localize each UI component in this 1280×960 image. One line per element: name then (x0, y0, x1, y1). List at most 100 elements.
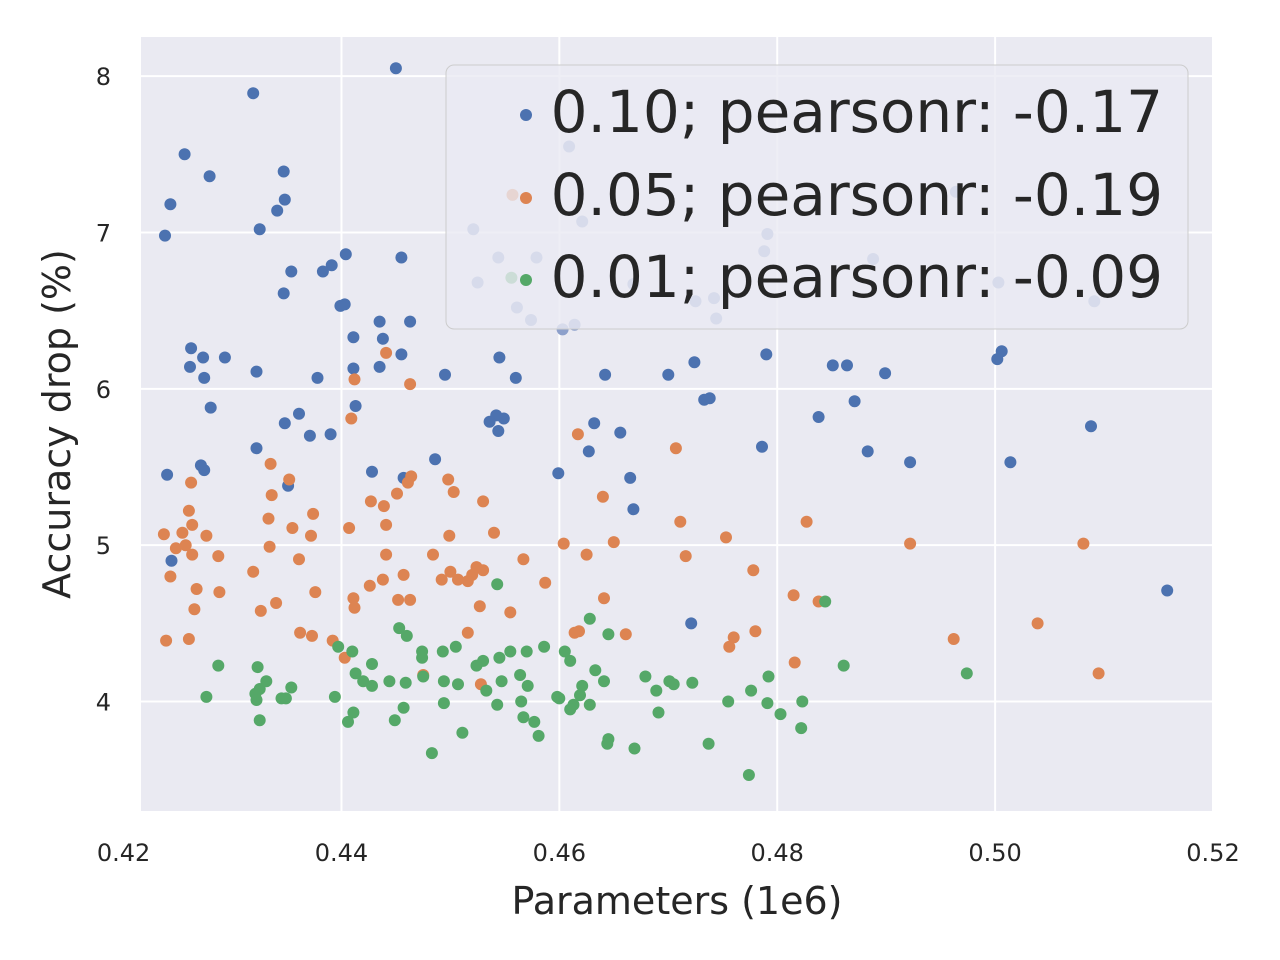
data-point-series-1 (283, 473, 296, 486)
legend: 0.10; pearsonr: -0.17 0.05; pearsonr: -0… (445, 64, 1189, 330)
data-point-series-0 (303, 429, 316, 442)
data-point-series-1 (442, 473, 455, 486)
data-point-series-1 (477, 564, 490, 577)
data-point-series-1 (596, 490, 609, 503)
data-point-series-0 (756, 440, 768, 453)
data-point-series-0 (1004, 456, 1017, 469)
data-point-series-0 (198, 464, 211, 477)
data-point-series-2 (639, 670, 652, 683)
data-point-series-2 (285, 681, 298, 694)
data-point-series-1 (461, 575, 474, 588)
data-point-series-1 (447, 486, 460, 498)
data-point-series-1 (488, 526, 500, 539)
data-point-series-0 (389, 62, 402, 75)
data-point-series-1 (749, 625, 762, 638)
data-point-series-0 (178, 148, 191, 161)
data-point-series-2 (796, 695, 809, 708)
data-point-series-1 (364, 495, 377, 508)
data-point-series-1 (306, 629, 318, 642)
data-point-series-0 (198, 371, 211, 384)
data-point-series-1 (477, 495, 490, 508)
data-point-series-2 (400, 629, 413, 642)
data-point-series-0 (688, 356, 701, 369)
data-point-series-0 (826, 359, 839, 372)
data-point-series-1 (169, 542, 182, 555)
data-point-series-1 (262, 512, 275, 525)
data-point-series-2 (393, 622, 406, 635)
data-point-series-1 (580, 548, 593, 561)
data-point-series-2 (437, 697, 450, 710)
data-point-series-2 (598, 675, 610, 688)
data-point-series-2 (652, 706, 665, 719)
data-point-series-1 (397, 568, 410, 581)
data-point-series-1 (186, 518, 199, 531)
data-point-series-2 (538, 640, 551, 653)
data-point-series-1 (164, 570, 177, 583)
x-tick-label: 0.46 (533, 839, 586, 867)
data-point-series-1 (404, 378, 417, 391)
data-point-series-1 (723, 640, 736, 653)
data-point-series-1 (182, 633, 195, 645)
data-point-series-1 (747, 564, 760, 577)
data-point-series-2 (574, 689, 586, 702)
data-point-series-2 (437, 675, 450, 688)
data-point-series-1 (1092, 667, 1105, 680)
data-point-series-0 (197, 351, 210, 364)
data-point-series-0 (271, 204, 284, 217)
data-point-series-1 (307, 507, 320, 520)
data-point-series-2 (366, 658, 378, 670)
data-point-series-2 (551, 690, 564, 703)
data-point-series-1 (376, 573, 389, 586)
data-point-series-0 (439, 368, 451, 381)
data-point-series-1 (182, 504, 195, 517)
data-point-series-2 (504, 645, 517, 658)
data-point-series-1 (607, 536, 620, 549)
data-point-series-0 (588, 417, 601, 430)
data-point-series-1 (286, 522, 299, 534)
data-point-series-1 (598, 592, 610, 605)
data-point-series-2 (528, 715, 541, 728)
data-point-series-2 (493, 651, 506, 664)
data-point-series-0 (165, 554, 178, 567)
data-point-series-1 (186, 548, 199, 561)
data-point-series-2 (583, 698, 596, 711)
data-point-series-0 (429, 453, 442, 466)
legend-marker-series-0 (520, 109, 532, 121)
data-point-series-1 (309, 586, 322, 599)
data-point-series-0 (483, 415, 496, 428)
legend-label-series-1: 0.05; pearsonr: -0.19 (551, 161, 1163, 229)
data-point-series-1 (294, 626, 307, 639)
data-point-series-1 (720, 531, 732, 544)
data-point-series-2 (602, 628, 615, 641)
data-point-series-1 (571, 428, 584, 441)
data-point-series-1 (435, 573, 448, 586)
data-point-series-1 (401, 476, 414, 489)
data-point-series-0 (812, 411, 825, 423)
data-point-series-1 (1031, 617, 1044, 630)
data-point-series-2 (397, 701, 410, 714)
data-point-series-0 (624, 471, 637, 484)
data-point-series-1 (213, 586, 226, 599)
data-point-series-1 (444, 565, 457, 578)
data-point-series-0 (492, 425, 505, 437)
data-point-series-2 (667, 678, 680, 691)
data-point-series-2 (456, 726, 469, 739)
data-point-series-0 (204, 401, 217, 414)
data-point-series-2 (279, 692, 292, 705)
data-point-series-1 (380, 346, 393, 359)
data-point-series-2 (722, 695, 735, 708)
data-point-series-1 (461, 626, 474, 639)
data-point-series-0 (841, 359, 853, 372)
data-point-series-2 (250, 694, 263, 706)
data-point-series-0 (497, 412, 510, 425)
data-point-series-1 (788, 656, 801, 669)
data-point-series-0 (373, 315, 386, 328)
data-point-series-0 (185, 342, 198, 355)
data-point-series-1 (176, 526, 189, 539)
data-point-series-2 (347, 706, 360, 719)
data-point-series-2 (745, 684, 758, 697)
data-point-series-1 (190, 583, 203, 595)
data-point-series-0 (662, 368, 675, 381)
data-point-series-2 (328, 690, 341, 703)
